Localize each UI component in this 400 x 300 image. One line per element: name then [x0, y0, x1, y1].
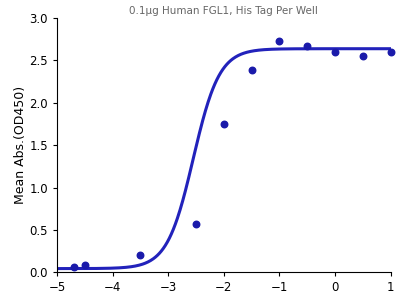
Point [388, 49, 394, 54]
Y-axis label: Mean Abs.(OD450): Mean Abs.(OD450) [14, 86, 26, 204]
Title: 0.1µg Human FGL1, His Tag Per Well: 0.1µg Human FGL1, His Tag Per Well [130, 6, 318, 16]
Point [137, 253, 144, 258]
Point [360, 53, 366, 58]
Point [332, 49, 338, 54]
Point [276, 39, 283, 44]
Point [248, 68, 255, 73]
Point [70, 265, 77, 270]
Point [193, 222, 199, 226]
Point [304, 43, 310, 48]
Point [82, 262, 88, 267]
Point [221, 122, 227, 126]
